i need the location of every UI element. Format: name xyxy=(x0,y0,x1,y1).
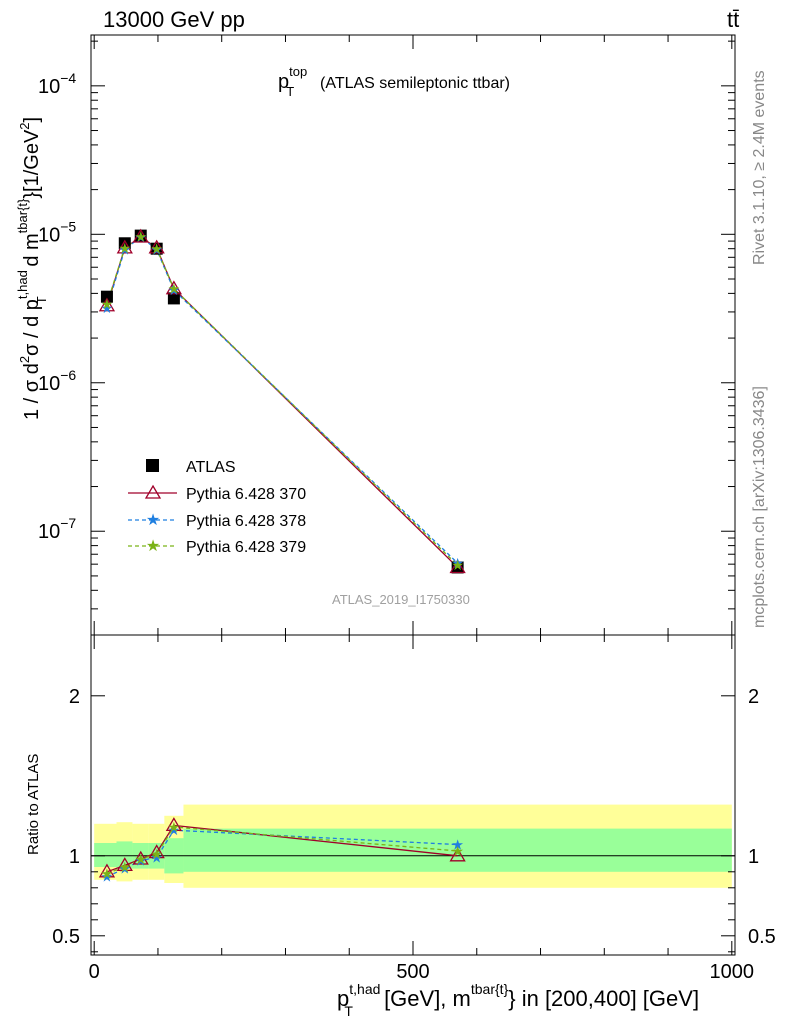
legend-379-label: Pythia 6.428 379 xyxy=(186,539,306,556)
main-data-point: ★ xyxy=(451,555,464,571)
main-data-point: ★ xyxy=(134,228,147,244)
main-data-point xyxy=(116,239,133,254)
rivet-version-label: Rivet 3.1.10, ≥ 2.4M events xyxy=(751,70,768,265)
x-tick-label: 500 xyxy=(396,961,429,983)
legend-378-marker: ★ xyxy=(146,512,160,529)
ratio-y-tick-label-right: 1 xyxy=(748,846,759,868)
ratio-series-line xyxy=(106,826,458,875)
legend-378-label: Pythia 6.428 378 xyxy=(186,513,306,530)
ratio-data-point xyxy=(449,847,466,862)
ratio-y-tick-label: 2 xyxy=(69,686,80,708)
ratio-data-point: ★ xyxy=(168,822,181,838)
ratio-data-point: ★ xyxy=(150,849,163,865)
main-data-point xyxy=(167,292,180,305)
inner-uncertainty-band xyxy=(94,843,117,867)
ratio-data-point: ★ xyxy=(451,837,464,853)
ratio-data-point: ★ xyxy=(150,846,163,862)
ratio-plot-frame xyxy=(90,634,736,956)
main-y-tick-label: 10−7 xyxy=(38,515,76,543)
analysis-label: ATLAS_2019_I1750330 xyxy=(332,592,470,607)
main-y-axis-label: 1 / σ d2σ / d pt,hadT d mtbar{t}}[1/GeV2… xyxy=(15,117,49,420)
main-data-point xyxy=(98,297,116,312)
main-data-point: ★ xyxy=(451,557,464,573)
legend: ATLAS Pythia 6.428 370 ★ Pythia 6.428 37… xyxy=(128,459,306,556)
plot-title: ptop T xyxy=(278,64,307,99)
legend-370-label: Pythia 6.428 370 xyxy=(186,486,306,503)
legend-379-marker: ★ xyxy=(146,538,160,555)
ratio-y-tick-label-right: 0.5 xyxy=(748,926,776,948)
main-data-point: ★ xyxy=(119,240,132,256)
main-data-point: ★ xyxy=(168,281,181,297)
main-data-point: ★ xyxy=(150,241,163,257)
ratio-plot-panel: 0.5 0.51 12 20 500 1000 ★ ★ ★ ★★★★ ★ ★ ★★★ Ratio to… xyxy=(25,634,776,1019)
ratio-data-point xyxy=(165,817,183,832)
plot-subtitle: (ATLAS semileptonic ttbar) xyxy=(320,75,510,92)
energy-label: 13000 GeV pp xyxy=(103,7,245,32)
ratio-data-point: ★ xyxy=(168,819,181,835)
main-data-point xyxy=(449,559,466,574)
ratio-data-point: ★ xyxy=(101,869,114,885)
main-data-point: ★ xyxy=(150,241,163,257)
ratio-data-point xyxy=(132,850,149,865)
legend-atlas-marker xyxy=(146,459,159,472)
x-tick-label: 0 xyxy=(89,961,100,983)
main-data-point xyxy=(148,239,165,254)
main-y-tick-label: 10−6 xyxy=(38,367,76,395)
mcplots-label: mcplots.cern.ch [arXiv:1306.3436] xyxy=(751,386,768,628)
ratio-y-tick-label-right: 2 xyxy=(748,686,759,708)
legend-atlas-label: ATLAS xyxy=(186,459,236,476)
ratio-data-point: ★ xyxy=(101,865,114,881)
main-data-point xyxy=(165,280,183,295)
ratio-data-point: ★ xyxy=(134,853,147,869)
main-data-point: ★ xyxy=(168,282,181,298)
main-data-point: ★ xyxy=(101,296,114,312)
main-y-tick-label: 10−4 xyxy=(38,70,76,98)
ratio-data-point: ★ xyxy=(451,843,464,859)
ratio-y-tick-label: 0.5 xyxy=(52,926,80,948)
ratio-y-tick-label: 1 xyxy=(69,846,80,868)
inner-uncertainty-band xyxy=(116,841,133,869)
main-data-point xyxy=(132,228,149,243)
main-data-point: ★ xyxy=(119,241,132,257)
ratio-data-point: ★ xyxy=(119,859,132,875)
x-tick-label: 1000 xyxy=(710,961,755,983)
ratio-data-point xyxy=(148,844,165,859)
main-data-point xyxy=(134,229,147,242)
ratio-data-point: ★ xyxy=(134,851,147,867)
main-series-line xyxy=(106,236,459,564)
main-plot-panel: ptop T (ATLAS semileptonic ttbar) ATLAS_2… xyxy=(15,34,736,636)
main-data-point: ★ xyxy=(101,300,114,316)
main-data-point: ★ xyxy=(134,229,147,245)
process-label: tt̄ xyxy=(727,7,739,32)
ratio-data-point xyxy=(98,863,116,878)
legend-370-marker xyxy=(144,484,162,499)
ratio-y-axis-label: Ratio to ATLAS xyxy=(25,754,42,855)
main-data-point xyxy=(100,290,113,303)
ratio-data-point: ★ xyxy=(119,861,132,877)
ratio-data-point xyxy=(116,857,133,872)
main-y-tick-label: 10−5 xyxy=(38,218,76,246)
x-axis-label: pt,had T [GeV], mtbar{t}} in [200,400] [G… xyxy=(337,981,699,1019)
